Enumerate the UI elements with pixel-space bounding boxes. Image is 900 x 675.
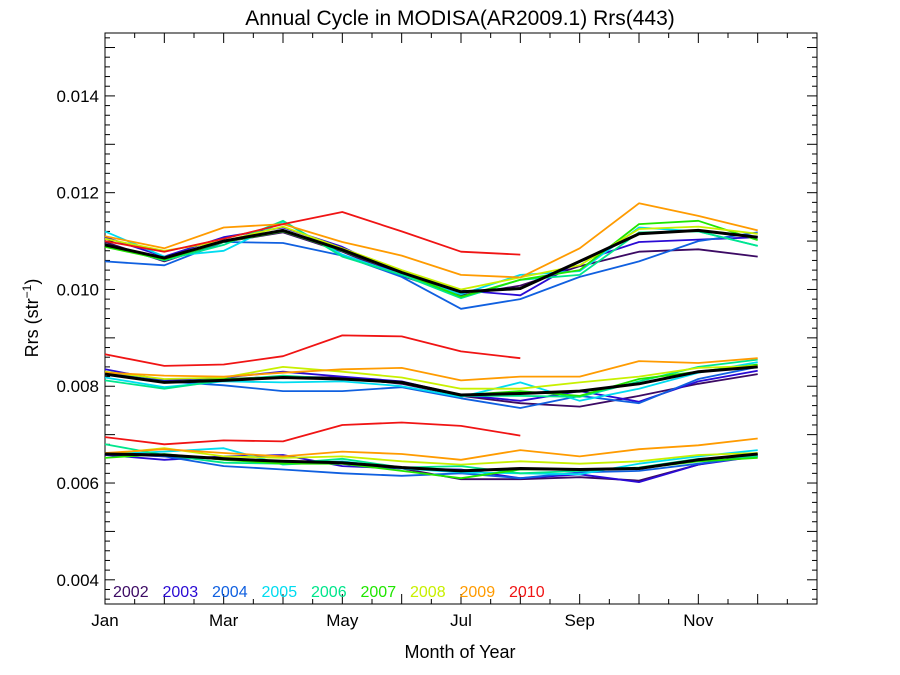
- series-2005: [104, 220, 758, 476]
- legend-item: 2007: [361, 584, 397, 601]
- series-2010: [104, 211, 521, 446]
- series-line: [104, 334, 521, 367]
- series-2008: [104, 225, 758, 466]
- series-2006: [104, 219, 758, 475]
- series-lines: [104, 202, 758, 484]
- legend: 2002 2003 2004 2005 2006 2007 2008 2009 2010: [113, 584, 545, 601]
- y-tick-label: 0.014: [56, 87, 99, 106]
- y-tick-label: 0.006: [56, 474, 99, 493]
- legend-item: 2002: [113, 584, 149, 601]
- series-line: [104, 231, 758, 310]
- y-axis-label: Rrs (str−1): [20, 279, 42, 358]
- y-tick-label: 0.008: [56, 377, 99, 396]
- series-line: [104, 437, 758, 461]
- y-axis-label-main: Rrs (str: [22, 298, 42, 357]
- series-line: [104, 366, 758, 409]
- plot-frame: [104, 32, 818, 605]
- mean-line: [104, 452, 758, 473]
- series-line: [104, 211, 521, 256]
- x-tick-label: Jan: [91, 611, 118, 630]
- chart-title: Annual Cycle in MODISA(AR2009.1) Rrs(443…: [245, 7, 675, 30]
- x-tick-label: Mar: [209, 611, 239, 630]
- y-axis-label-close: ): [22, 279, 42, 285]
- series-line: [104, 357, 758, 382]
- y-axis-label-superscript: −1: [20, 284, 34, 298]
- x-axis-label: Month of Year: [404, 642, 515, 662]
- series-line: [104, 365, 758, 390]
- mean-line: [104, 228, 758, 294]
- axis-ticks: [104, 33, 818, 604]
- y-tick-label: 0.012: [56, 184, 99, 203]
- legend-item: 2005: [262, 584, 298, 601]
- y-tick-label: 0.010: [56, 280, 99, 299]
- legend-item: 2006: [311, 584, 347, 601]
- series-2002: [104, 231, 758, 482]
- legend-item: 2009: [460, 584, 496, 601]
- series-line: [104, 447, 758, 466]
- x-tick-labels: Jan Mar May Jul Sep Nov: [91, 611, 714, 630]
- mean-line: [104, 365, 758, 397]
- series-line: [104, 225, 758, 291]
- series-2007: [104, 219, 758, 480]
- y-tick-label: 0.004: [56, 571, 99, 590]
- legend-item: 2008: [410, 584, 446, 601]
- x-tick-label: Jul: [450, 611, 472, 630]
- plot-area: [104, 32, 818, 605]
- series-2009: [104, 202, 758, 461]
- legend-item: 2003: [163, 584, 199, 601]
- x-tick-label: Nov: [683, 611, 714, 630]
- x-tick-label: Sep: [565, 611, 595, 630]
- y-tick-labels: 0.004 0.006 0.008 0.010 0.012 0.014: [56, 87, 99, 590]
- series-line: [104, 202, 758, 279]
- legend-item: 2004: [212, 584, 248, 601]
- x-tick-label: May: [326, 611, 359, 630]
- series-mean: [104, 228, 758, 473]
- legend-item: 2010: [509, 584, 545, 601]
- series-line: [104, 421, 521, 446]
